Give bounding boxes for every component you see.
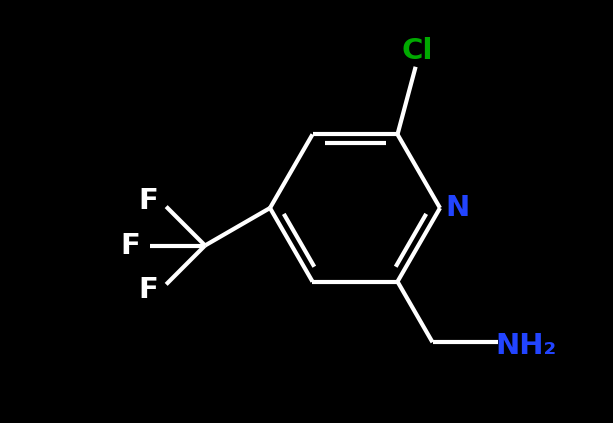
- Text: F: F: [138, 276, 158, 305]
- Text: F: F: [120, 231, 140, 259]
- Text: NH₂: NH₂: [495, 332, 556, 360]
- Text: Cl: Cl: [402, 37, 433, 65]
- Text: F: F: [138, 187, 158, 214]
- Text: N: N: [446, 194, 470, 222]
